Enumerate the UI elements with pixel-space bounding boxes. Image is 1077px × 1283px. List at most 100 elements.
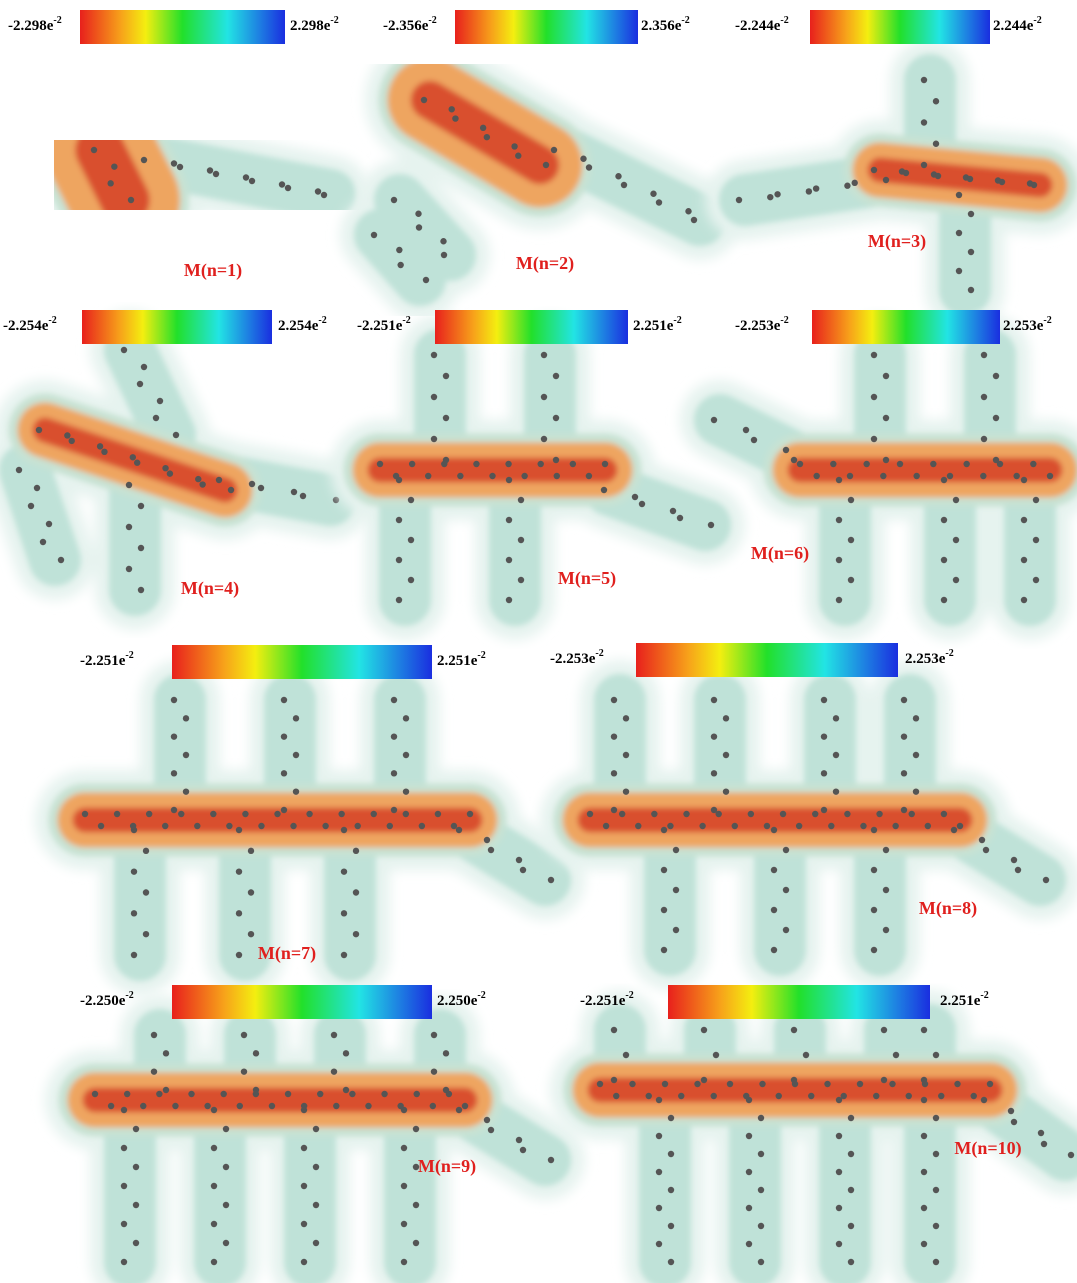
color-bar [172, 985, 432, 1019]
atom [662, 1081, 668, 1087]
atom [930, 461, 936, 467]
atom [140, 1103, 146, 1109]
atom [506, 597, 512, 603]
atom [852, 180, 858, 186]
atom [248, 848, 254, 854]
atom [341, 868, 347, 874]
atom [313, 1202, 319, 1208]
atom [431, 352, 437, 358]
min-label-exponent: -2 [780, 315, 788, 326]
atom [746, 1169, 752, 1175]
atom [343, 1087, 349, 1093]
atom [968, 249, 974, 255]
panel-label: M(n=5) [558, 568, 616, 589]
atom [178, 811, 184, 817]
atom [783, 887, 789, 893]
atom [668, 1187, 674, 1193]
panel-label: M(n=3) [868, 231, 926, 252]
atom [293, 715, 299, 721]
atom [92, 1091, 98, 1097]
atom [183, 752, 189, 758]
atom [836, 517, 842, 523]
max-label-base: 2.244e [993, 18, 1034, 34]
atom [341, 827, 347, 833]
panel-label: M(n=8) [919, 898, 977, 919]
atom [156, 1091, 162, 1097]
atom [163, 1087, 169, 1093]
atom [871, 436, 877, 442]
atom [921, 77, 927, 83]
atom [505, 461, 511, 467]
atom [506, 517, 512, 523]
atom [515, 153, 521, 159]
atom [435, 811, 441, 817]
atom [821, 807, 827, 813]
atom [133, 1240, 139, 1246]
atom [941, 597, 947, 603]
atom [883, 457, 889, 463]
atom [808, 1093, 814, 1099]
atom [711, 770, 717, 776]
atom [543, 162, 549, 168]
atom [467, 811, 473, 817]
atom [484, 837, 490, 843]
atom [901, 770, 907, 776]
atom [430, 1103, 436, 1109]
atom [91, 147, 97, 153]
atom [941, 811, 947, 817]
atom [1011, 1119, 1017, 1125]
atom [301, 1259, 307, 1265]
atom [597, 1081, 603, 1087]
atom [403, 715, 409, 721]
molecule [587, 697, 1049, 953]
atom [933, 141, 939, 147]
atom [656, 1133, 662, 1139]
atom [431, 1068, 437, 1074]
atom [980, 473, 986, 479]
atom [746, 1241, 752, 1247]
atom [223, 1126, 229, 1132]
atom [213, 171, 219, 177]
atom [396, 247, 402, 253]
atom [678, 1093, 684, 1099]
atom [783, 927, 789, 933]
atom [163, 1050, 169, 1056]
atom [291, 489, 297, 495]
atom [758, 1259, 764, 1265]
atom [331, 1032, 337, 1038]
atom [933, 1187, 939, 1193]
atom [249, 481, 255, 487]
atom [848, 1187, 854, 1193]
atom [506, 557, 512, 563]
atom [279, 181, 285, 187]
atom [126, 566, 132, 572]
atom [901, 807, 907, 813]
atom [313, 1126, 319, 1132]
atom [456, 1107, 462, 1113]
atom [371, 811, 377, 817]
atom [226, 823, 232, 829]
atom [151, 1032, 157, 1038]
atom [758, 1115, 764, 1121]
atom [381, 1091, 387, 1097]
atom [956, 230, 962, 236]
atom [183, 788, 189, 794]
atom [228, 487, 234, 493]
atom [211, 1183, 217, 1189]
atom [253, 1050, 259, 1056]
atom [281, 770, 287, 776]
atom [322, 823, 328, 829]
atom [121, 347, 127, 353]
atom [301, 1145, 307, 1151]
atom [824, 1081, 830, 1087]
min-label-exponent: -2 [625, 990, 633, 1001]
atom [131, 952, 137, 958]
atom [133, 1202, 139, 1208]
atom [821, 733, 827, 739]
atom [188, 1091, 194, 1097]
atom [880, 473, 886, 479]
atom [408, 577, 414, 583]
panel-label: M(n=9) [418, 1156, 476, 1177]
atom [871, 867, 877, 873]
atom [727, 1081, 733, 1087]
